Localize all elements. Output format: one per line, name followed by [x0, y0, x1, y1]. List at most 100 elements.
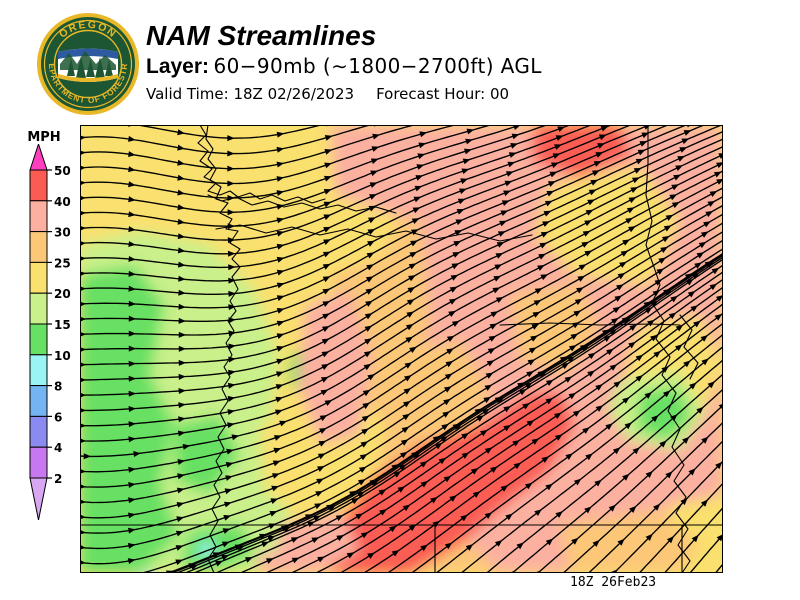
streamline-arrowhead — [670, 414, 678, 422]
streamline-arrowhead — [362, 402, 370, 409]
streamline-arrowhead — [669, 194, 678, 201]
streamline — [80, 204, 723, 504]
colorbar-band — [29, 446, 48, 479]
streamline-arrowhead — [449, 286, 458, 293]
streamline-arrowhead — [128, 226, 136, 233]
streamline-arrowhead — [653, 350, 661, 358]
streamline-arrowhead — [128, 151, 136, 157]
streamline-arrowhead — [128, 360, 136, 367]
streamline-arrowhead — [612, 306, 621, 314]
streamline-arrowhead — [446, 335, 455, 342]
streamline-arrowhead — [713, 171, 722, 178]
streamline-arrowhead — [534, 288, 543, 295]
streamline-arrowhead — [273, 447, 282, 454]
streamline-arrowhead — [177, 174, 185, 181]
streamline-arrowhead — [570, 333, 579, 340]
streamline-arrowhead — [482, 408, 490, 416]
streamline-arrowhead — [412, 452, 421, 459]
streamline-arrowhead — [175, 545, 184, 551]
streamline-arrowhead — [420, 544, 428, 552]
streamline-arrowhead — [567, 356, 575, 363]
streamline-arrowhead — [283, 526, 291, 533]
weather-map[interactable] — [80, 125, 723, 573]
streamline — [80, 222, 723, 534]
streamline-arrowhead — [364, 325, 373, 332]
streamline-arrowhead — [707, 200, 716, 207]
streamline-arrowhead — [128, 330, 136, 337]
streamline-arrowhead — [403, 400, 411, 408]
streamline-arrowhead — [367, 240, 375, 247]
streamline-arrowhead — [645, 470, 653, 478]
streamline-arrowhead — [127, 558, 136, 564]
streamline-arrowhead — [661, 366, 669, 373]
streamline-arrowhead — [336, 535, 345, 542]
streamline-arrowhead — [444, 542, 453, 550]
streamline — [183, 256, 723, 573]
streamline-arrowhead — [363, 363, 372, 371]
streamline-arrowhead — [522, 403, 530, 410]
streamline-arrowhead — [455, 219, 464, 226]
streamline-arrowhead — [319, 415, 328, 422]
streamline-arrowhead — [228, 290, 236, 297]
streamline-arrowhead — [573, 478, 582, 486]
streamline-arrowhead — [128, 196, 136, 203]
colorbar-tick-label: 15 — [54, 318, 71, 332]
streamline-arrowhead — [133, 451, 141, 457]
streamline-arrowhead — [221, 555, 229, 561]
streamline-arrowhead — [600, 125, 609, 132]
streamline-arrowhead — [518, 389, 527, 396]
streamline-arrowhead — [227, 209, 235, 216]
streamline — [80, 125, 549, 227]
streamline-arrowhead — [470, 468, 479, 475]
streamline-arrowhead — [608, 504, 616, 512]
streamline-arrowhead — [408, 263, 417, 270]
page-title: NAM Streamlines — [146, 20, 377, 51]
streamline — [80, 195, 723, 488]
streamline-arrowhead — [643, 125, 651, 130]
streamline-arrowhead — [432, 520, 440, 528]
streamline-arrowhead — [367, 228, 376, 235]
streamline-arrowhead — [620, 250, 629, 257]
streamline-arrowhead — [227, 135, 235, 142]
streamline-arrowhead — [675, 324, 684, 332]
speed-contour-region — [175, 415, 240, 495]
streamline-arrowhead — [663, 225, 672, 232]
streamline-arrowhead — [178, 402, 186, 409]
streamline-arrowhead — [402, 413, 410, 421]
streamline-arrowhead — [614, 295, 623, 302]
streamline-arrowhead — [228, 264, 236, 271]
streamline-arrowhead — [597, 143, 605, 149]
streamline-arrowhead — [450, 274, 459, 281]
streamline-arrowhead — [666, 536, 674, 544]
speed-contour-region — [298, 290, 372, 445]
map-timestamp: 18Z 26Feb23 — [570, 575, 657, 590]
streamline-arrowhead — [711, 267, 720, 275]
streamline-arrowhead — [128, 512, 136, 519]
streamline-arrowhead — [622, 239, 630, 246]
streamline-arrowhead — [177, 189, 185, 196]
streamline-arrowhead — [456, 209, 465, 215]
streamline-arrowhead — [635, 375, 643, 382]
streamline-arrowhead — [80, 514, 86, 520]
streamline-arrowhead — [547, 181, 556, 187]
streamline-arrowhead — [359, 454, 368, 461]
streamline — [338, 303, 723, 573]
streamline — [80, 125, 417, 170]
streamline-arrowhead — [718, 153, 723, 159]
streamline-arrowhead — [594, 479, 602, 487]
map-canvas[interactable] — [80, 125, 723, 573]
streamline — [689, 533, 723, 573]
streamline-arrowhead — [454, 424, 462, 431]
streamline-arrowhead — [361, 428, 369, 435]
streamline-arrowhead — [461, 452, 470, 459]
streamline-arrowhead — [668, 312, 677, 320]
colorbar-band — [29, 200, 48, 233]
streamline-arrowhead — [358, 466, 367, 473]
streamline-arrowhead — [259, 533, 267, 540]
streamline-arrowhead — [628, 197, 637, 204]
streamline-arrowhead — [328, 505, 336, 512]
streamline-arrowhead — [606, 348, 614, 356]
streamline-arrowhead — [574, 298, 583, 305]
streamline-arrowhead — [612, 447, 621, 455]
streamline-arrowhead — [494, 264, 503, 271]
